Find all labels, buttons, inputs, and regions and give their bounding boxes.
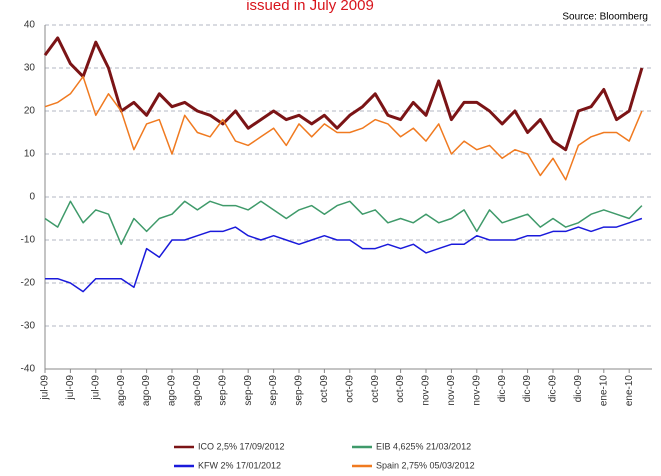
series-line — [43, 36, 644, 152]
y-tick-label: 40 — [24, 20, 36, 31]
y-tick-label: -20 — [21, 278, 36, 289]
legend-label: KFW 2% 17/01/2012 — [198, 460, 281, 470]
legend-label: ICO 2,5% 17/09/2012 — [198, 441, 285, 451]
series-line — [44, 75, 643, 181]
source: Source: Bloomberg — [562, 12, 648, 23]
x-tick-label: nov-09 — [446, 375, 457, 406]
chart-title: issued in July 2009 — [246, 0, 374, 14]
x-tick-label: oct-09 — [370, 375, 381, 403]
x-tick-label: oct-09 — [319, 375, 330, 403]
x-tick-label: oct-09 — [395, 375, 406, 403]
x-tick-label: nov-09 — [471, 375, 482, 406]
y-tick-label: -30 — [21, 321, 36, 332]
series-line — [45, 217, 643, 293]
x-tick-label: ago-09 — [141, 375, 152, 407]
x-tick-label: ago-09 — [167, 375, 178, 407]
legend-label: Spain 2,75% 05/03/2012 — [376, 460, 475, 470]
x-tick-label: sep-09 — [268, 375, 279, 406]
x-tick-label: nov-09 — [421, 375, 432, 406]
x-tick-label: jul-09 — [90, 375, 101, 401]
x-tick-label: ene-10 — [598, 375, 609, 407]
x-tick-label: jul-09 — [65, 375, 76, 401]
y-tick-label: 30 — [24, 63, 36, 74]
y-tick-label: 20 — [24, 106, 36, 117]
y-tick-label: -40 — [21, 364, 36, 375]
x-tick-label: dic-09 — [522, 375, 533, 403]
x-tick-label: sep-09 — [294, 375, 305, 406]
x-tick-label: dic-09 — [548, 375, 559, 403]
legend-label: EIB 4,625% 21/03/2012 — [376, 441, 471, 451]
x-tick-label: dic-09 — [497, 375, 508, 403]
x-tick-label: dic-09 — [573, 375, 584, 403]
x-tick-label: ene-10 — [624, 375, 635, 407]
x-tick-label: ago-09 — [192, 375, 203, 407]
x-tick-label: jul-09 — [40, 375, 51, 401]
x-tick-label: sep-09 — [217, 375, 228, 406]
series-line — [44, 200, 643, 246]
y-tick-label: 0 — [29, 192, 35, 203]
x-tick-label: oct-09 — [344, 375, 355, 403]
y-tick-label: -10 — [21, 235, 36, 246]
x-tick-label: ago-09 — [116, 375, 127, 407]
y-tick-label: 10 — [24, 149, 36, 160]
x-tick-label: sep-09 — [243, 375, 254, 406]
